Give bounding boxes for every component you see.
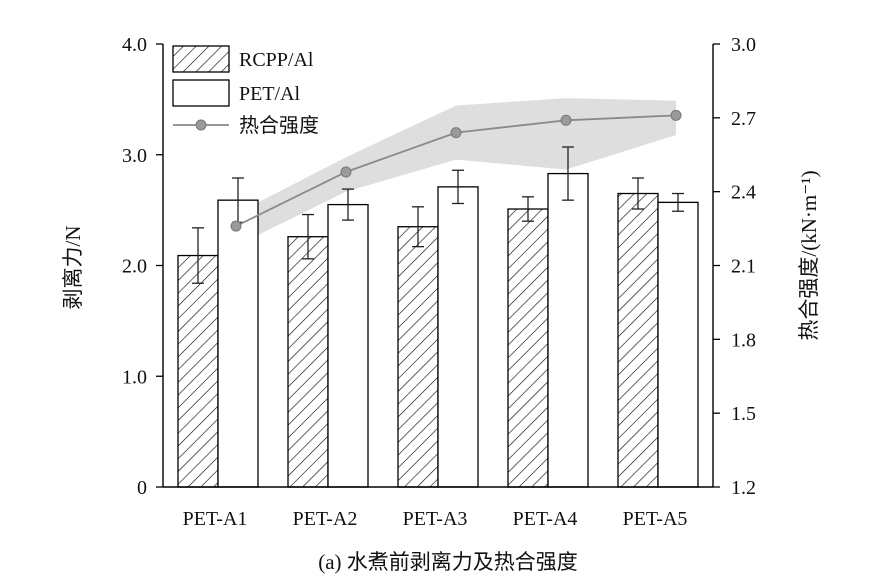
error-bar-rcppal-1	[192, 227, 204, 284]
x-tick-label: PET-A3	[403, 508, 468, 530]
bar-rcppal-1	[177, 254, 219, 488]
y-right-tick-label: 1.5	[731, 403, 756, 425]
error-bar-petal-5	[672, 192, 684, 212]
legend-swatch-petal	[172, 79, 230, 107]
error-bar-petal-4	[562, 146, 574, 201]
error-bar-petal-3	[452, 169, 464, 205]
error-bar-petal-2	[342, 188, 354, 221]
y-right-tick-label: 1.2	[731, 477, 756, 499]
error-bar-rcppal-3	[412, 206, 424, 248]
bar-rcppal-3	[397, 226, 439, 488]
y-right-axis-title: 热合强度/(kN·m⁻¹)	[797, 170, 821, 340]
x-tick-label: PET-A2	[293, 508, 358, 530]
y-left-tick-label: 2.0	[122, 256, 147, 278]
x-tick-label: PET-A4	[513, 508, 578, 530]
heat-seal-band	[236, 98, 676, 246]
heat-seal-point-2	[340, 166, 352, 178]
bar-petal-5	[657, 201, 699, 488]
legend-label: RCPP/Al	[239, 49, 314, 71]
legend-swatch-rcppal	[172, 45, 230, 73]
bar-petal-2	[327, 203, 369, 488]
bar-rcppal-5	[617, 192, 659, 488]
legend-marker	[195, 119, 207, 131]
y-left-tick-label: 4.0	[122, 34, 147, 56]
bar-petal-1	[217, 199, 259, 488]
x-tick-label: PET-A5	[623, 508, 688, 530]
x-tick-label: PET-A1	[183, 508, 248, 530]
bar-rcppal-2	[287, 236, 329, 488]
error-bar-rcppal-4	[522, 196, 534, 222]
chart-caption: (a) 水煮前剥离力及热合强度	[318, 550, 578, 574]
bar-petal-3	[437, 186, 479, 488]
y-right-tick-label: 1.8	[731, 329, 756, 351]
error-bar-rcppal-2	[302, 213, 314, 260]
y-right-tick-label: 2.1	[731, 256, 756, 278]
heat-seal-point-5	[670, 109, 682, 121]
heat-seal-point-3	[450, 127, 462, 139]
legend-label: PET/Al	[239, 83, 301, 105]
y-right-tick-label: 3.0	[731, 34, 756, 56]
bar-rcppal-4	[507, 208, 549, 488]
y-right-tick-label: 2.4	[731, 182, 756, 204]
heat-seal-point-4	[560, 114, 572, 126]
y-right-tick-label: 2.7	[731, 108, 756, 130]
heat-seal-point-1	[230, 220, 242, 232]
legend-label: 热合强度	[239, 114, 319, 137]
y-left-tick-label: 1.0	[122, 366, 147, 388]
y-left-axis-title: 剥离力/N	[61, 226, 85, 310]
y-left-tick-label: 3.0	[122, 145, 147, 167]
legend: RCPP/Al PET/Al 热合强度	[172, 45, 319, 137]
error-bar-rcppal-5	[632, 177, 644, 210]
y-left-tick-label: 0	[137, 477, 147, 499]
bar-petal-4	[547, 172, 589, 488]
